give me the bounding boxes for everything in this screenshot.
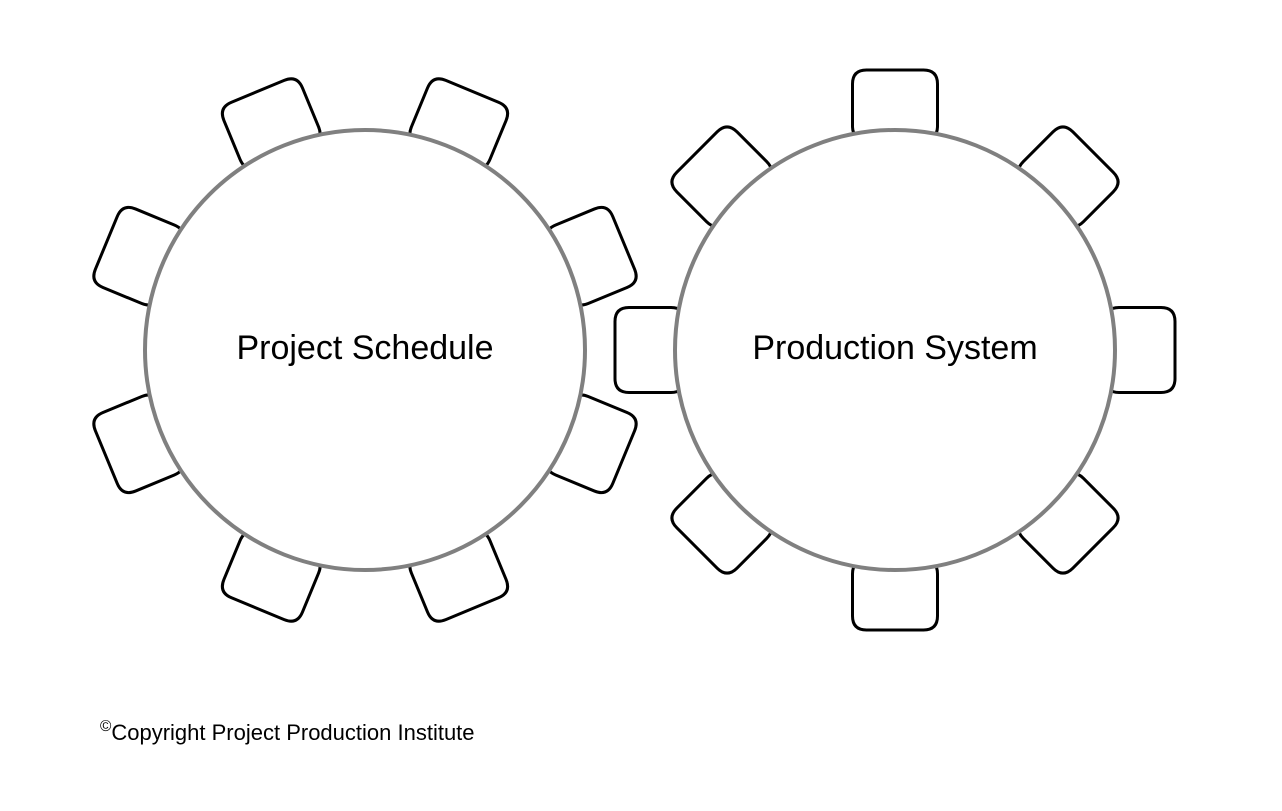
left-gear: Project Schedule [90,75,640,625]
copyright-text: Copyright Project Production Institute [111,720,474,745]
copyright-notice: ©Copyright Project Production Institute [100,720,475,746]
right-gear: Production System [615,70,1175,630]
gear-label: Project Schedule [236,329,493,367]
gear-label: Production System [752,329,1037,367]
copyright-symbol: © [100,718,111,735]
gear-diagram: Project Schedule Production System [0,0,1282,806]
